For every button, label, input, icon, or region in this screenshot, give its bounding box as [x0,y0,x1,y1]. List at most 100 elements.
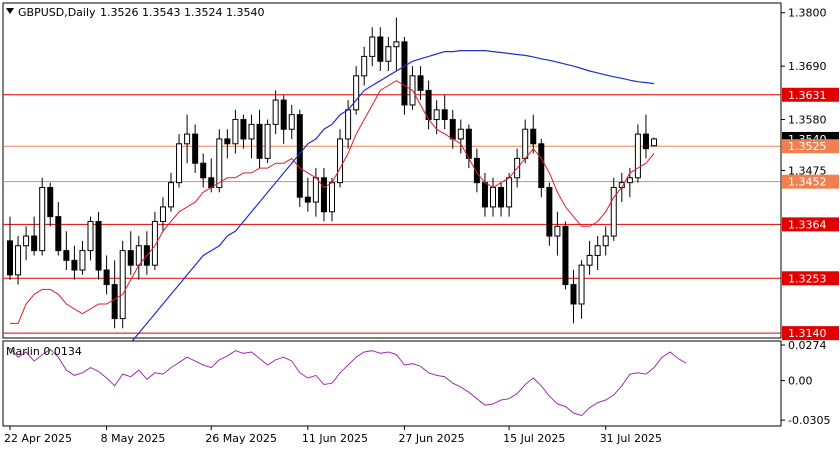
indicator-label: Marlin 0.0134 [6,345,82,358]
time-tick-label: 31 Jul 2025 [600,432,662,445]
bull-candle [151,220,158,266]
bull-candle [288,114,295,130]
bull-candle [248,123,255,140]
time-axis[interactable]: 22 Apr 2025 8 May 2025 26 May 2025 11 Jun 2… [4,426,662,445]
bull-candle [87,220,94,252]
bear-candle [31,235,38,252]
bear-candle [425,89,432,121]
time-tick-label: 22 Apr 2025 [4,432,72,445]
time-tick-label: 8 May 2025 [101,432,166,445]
bull-candle [176,143,183,184]
indicator-axis: 0.0274 0.00 -0.0305 [780,339,830,427]
time-tick-label: 26 May 2025 [205,432,277,445]
level-price-tag-4 [782,271,839,286]
bull-candle [433,109,440,121]
bull-candle [554,225,561,237]
bull-candle [651,138,657,147]
bear-candle [7,240,13,276]
symbol-label: GBPUSD,Daily [18,6,96,19]
bull-candle [168,182,174,208]
price-tick-label: 1.3475 [788,165,827,178]
bull-candle [385,46,392,62]
indicator-tick-label: 0.0274 [788,339,827,352]
support-resistance-levels [3,94,781,334]
bear-candle [95,220,102,271]
ohlc-values: 1.3526 1.3543 1.3524 1.3540 [100,6,264,19]
bull-candle [232,119,239,145]
bear-candle [473,157,480,184]
bull-candle [626,177,633,184]
bull-candle [578,264,585,305]
collapse-triangle-icon[interactable] [6,8,14,14]
bull-candle [264,123,271,159]
bear-candle [441,109,448,121]
slow-moving-average-line [130,50,655,344]
fast-moving-average-line [10,80,655,324]
bull-candle [345,109,352,140]
level-price-label-1: 1.3525 [788,140,827,153]
bear-candle [63,250,70,261]
bear-candle [401,41,408,106]
bull-candle [119,250,126,320]
indicator-panel-border [2,340,782,427]
bear-candle [642,133,649,150]
bear-candle [256,123,263,159]
bull-candle [184,133,191,145]
bull-candle [216,138,223,188]
bull-candle [159,206,166,222]
bear-candle [192,133,199,164]
bear-candle [498,186,505,208]
bull-candle [506,177,513,208]
level-price-tag-5 [782,326,839,341]
price-tick-label: 1.3690 [788,60,827,73]
bull-candle [272,99,279,125]
bull-candle [329,182,335,213]
price-tick-label: 1.3580 [788,114,827,127]
price-axis[interactable]: 1.38001.36901.35801.34751.35401.36311.35… [780,3,839,341]
level-price-label-5: 1.3140 [788,327,827,340]
bear-candle [55,216,62,252]
marlin-oscillator-line [9,347,687,417]
indicator-tick-label: 0.00 [788,375,813,388]
bear-candle [304,196,311,203]
bear-candle [538,143,545,188]
time-tick-label: 11 Jun 2025 [302,432,368,445]
bear-candle [417,75,424,91]
bull-candle [586,254,593,266]
bear-candle [465,128,472,159]
bull-candle [522,128,529,159]
bull-candle [353,75,360,111]
level-price-label-4: 1.3253 [788,272,827,285]
bear-candle [570,284,577,305]
bear-candle [530,128,537,145]
bull-candle [312,177,319,203]
time-tick-label: 15 Jul 2025 [503,432,565,445]
bear-candle [103,269,110,286]
bear-candle [127,250,134,266]
bull-candle [393,41,400,48]
bear-candle [546,186,553,237]
bull-candle [15,245,22,276]
level-price-tag-3 [782,217,839,232]
bull-candle [361,55,368,77]
price-panel-border [2,2,782,339]
bull-candle [490,186,496,208]
level-price-label-3: 1.3364 [788,218,827,231]
indicator-panel[interactable]: Marlin 0.0134 [2,340,782,427]
chart-header: GBPUSD,Daily 1.3526 1.3543 1.3524 1.3540 [6,6,264,19]
bull-candle [23,235,30,247]
bear-candle [377,36,384,62]
indicator-tick-label: -0.0305 [788,414,830,427]
bear-candle [481,182,488,208]
bull-candle [39,186,46,252]
bear-candle [280,99,287,130]
bull-candle [337,138,344,184]
level-price-tag-0 [782,87,839,102]
bull-candle [610,186,617,237]
price-panel[interactable]: GBPUSD,Daily 1.3526 1.3543 1.3524 1.3540 [2,2,782,344]
bear-candle [200,162,207,179]
bull-candle [369,36,376,57]
level-price-tag-2 [782,174,839,189]
bull-candle [457,128,464,140]
